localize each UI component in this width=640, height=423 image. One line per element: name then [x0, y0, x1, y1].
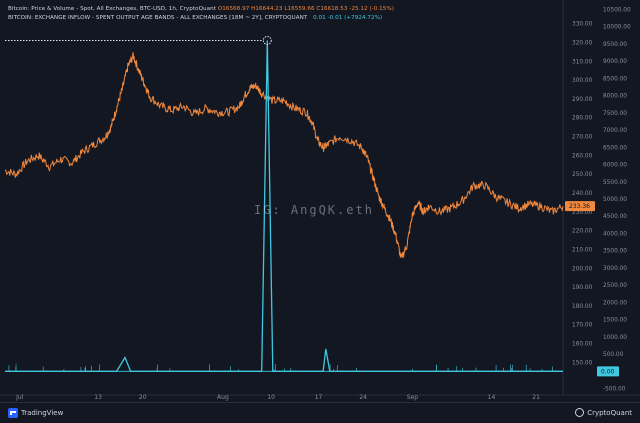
inflow-axis-tick-label: 1500.00 [603, 318, 627, 324]
x-tick-label: 24 [359, 394, 367, 401]
inflow-axis-tick-label: 4000.00 [603, 231, 627, 237]
x-tick-label: Sep [407, 394, 419, 401]
inflow-axis-tick-label: 7000.00 [603, 128, 627, 134]
right-axis-tick-label: 170.00 [572, 323, 593, 329]
right-axis-tick-label: 310.00 [572, 59, 593, 65]
inflow-axis-tick-label: 5000.00 [603, 197, 627, 203]
right-axis-tick-label: 240.00 [572, 191, 593, 197]
inflow-legend-values: 0.01 -0.01 (+7924.72%) [313, 15, 383, 21]
right-axis-tick-label: 160.00 [572, 342, 593, 348]
chart-plot[interactable]: 330.00 320.00 310.00 300.00 290.00 280.00 270.… [0, 0, 640, 402]
inflow-axis-tick-label: 2000.00 [603, 300, 627, 306]
inflow-axis-tick-label: 10500.00 [603, 7, 631, 13]
inflow-axis-tick-label: 2500.00 [603, 283, 627, 289]
tradingview-brand[interactable]: TradingView [8, 408, 63, 418]
right-axis-tick-label: 330.00 [572, 22, 593, 28]
inflow-axis-tick-label: 5500.00 [603, 180, 627, 186]
inflow-axis-tick-label: 8500.00 [603, 76, 627, 82]
inflow-axis-tick-label: 6000.00 [603, 163, 627, 169]
right-axis-tick-label: 230.00 [572, 210, 593, 216]
inflow-axis-tick-label: 3500.00 [603, 249, 627, 255]
inflow-last-value-label: 0.00 [601, 368, 615, 375]
x-tick-label: 17 [315, 394, 323, 401]
cryptoquant-brand[interactable]: CryptoQuant [575, 408, 632, 417]
right-axis-tick-label: 280.00 [572, 116, 593, 122]
cryptoquant-logo-icon [575, 408, 585, 417]
inflow-axis-tick-label: 10000.00 [603, 25, 631, 31]
inflow-last-value-badge [597, 366, 619, 377]
inflow-axis-tick-label: 500.00 [603, 352, 624, 358]
x-tick-label: 20 [139, 394, 147, 401]
right-axis-tick-label: 220.00 [572, 229, 593, 235]
inflow-axis-tick-label: 8000.00 [603, 94, 627, 100]
right-axis-tick-label: 180.00 [572, 304, 593, 310]
right-axis-tick-label: 250.00 [572, 172, 593, 178]
x-tick-label: 10 [267, 394, 275, 401]
tradingview-logo-icon [8, 408, 18, 418]
spike-marker [262, 35, 272, 45]
right-axis-tick-label: 190.00 [572, 285, 593, 291]
inflow-axis-tick-label: 1000.00 [603, 335, 627, 341]
inflow-axis-tick-label: 9000.00 [603, 59, 627, 65]
x-tick-label: Jul [15, 394, 24, 401]
x-tick-label: 13 [94, 394, 102, 401]
inflow-axis-tick-label: 3000.00 [603, 266, 627, 272]
right-axis-tick-label: 200.00 [572, 266, 593, 272]
price-series-line [4, 52, 564, 258]
price-legend-title: Bitcoin: Price & Volume - Spot, All Exch… [8, 6, 216, 12]
inflow-legend-title: BITCOIN: EXCHANGE INFLOW - SPENT OUTPUT … [8, 15, 308, 21]
price-last-value-label: 233.36 [569, 203, 590, 210]
inflow-axis-tick-label: 7500.00 [603, 111, 627, 117]
right-axis-tick-label: 270.00 [572, 135, 593, 141]
cryptoquant-label: CryptoQuant [587, 408, 632, 417]
watermark: IG: AngQK.eth [254, 203, 374, 217]
price-legend[interactable]: Bitcoin: Price & Volume - Spot, All Exch… [8, 6, 394, 12]
tradingview-label: TradingView [21, 409, 64, 417]
right-axis-tick-label: 290.00 [572, 97, 593, 103]
footer-bar: TradingView CryptoQuant [0, 402, 640, 423]
right-axis-tick-label: 210.00 [572, 247, 593, 253]
inflow-axis-tick-label: 6500.00 [603, 145, 627, 151]
right-axis-tick-label: 150.00 [572, 360, 593, 366]
right-axis-tick-label: 320.00 [572, 40, 593, 46]
right-axis-tick-label: 260.00 [572, 153, 593, 159]
inflow-axis-tick-label: -500.00 [603, 387, 626, 393]
inflow-axis-tick-label: 4500.00 [603, 214, 627, 220]
inflow-series-line [5, 40, 563, 372]
inflow-legend[interactable]: BITCOIN: EXCHANGE INFLOW - SPENT OUTPUT … [8, 15, 382, 21]
price-legend-values: O16568.97 H16644.23 L16559.66 C16618.53 … [217, 6, 394, 12]
right-axis-tick-label: 300.00 [572, 78, 593, 84]
price-last-value-badge [565, 201, 595, 212]
inflow-axis-tick-label: 9500.00 [603, 42, 627, 48]
x-tick-label: 21 [532, 394, 540, 401]
x-tick-label: Aug [217, 394, 229, 401]
x-tick-label: 14 [488, 394, 496, 401]
